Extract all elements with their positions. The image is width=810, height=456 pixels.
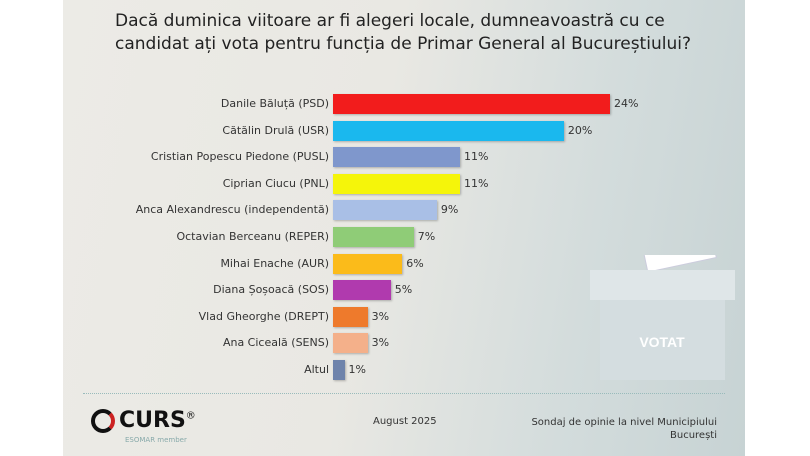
bar bbox=[333, 200, 437, 221]
value-label: 24% bbox=[614, 97, 639, 110]
category-label: Mihai Enache (AUR) bbox=[220, 256, 329, 270]
ballot-box-icon: VOTAT bbox=[590, 255, 735, 380]
category-label: Ana Ciceală (SENS) bbox=[222, 336, 329, 350]
bar bbox=[333, 280, 391, 301]
value-label: 11% bbox=[463, 176, 489, 190]
category-label: Anca Alexandrescu (independentă) bbox=[135, 203, 329, 217]
category-label: Diana Șoșoacă (SOS) bbox=[213, 283, 329, 297]
value-label: 5% bbox=[394, 283, 413, 297]
bar bbox=[333, 306, 368, 327]
value-label: 11% bbox=[463, 150, 489, 164]
category-label: Cristian Popescu Piedone (PUSL) bbox=[150, 150, 329, 164]
bar bbox=[333, 94, 610, 114]
bar bbox=[333, 120, 564, 141]
value-label: 20% bbox=[567, 123, 593, 137]
bar bbox=[333, 253, 403, 274]
esomar-member: ESOMAR member bbox=[125, 436, 187, 444]
category-label: Danile Băluță (PSD) bbox=[220, 97, 329, 110]
value-label: 1% bbox=[348, 363, 366, 376]
category-label: Ciprian Ciucu (PNL) bbox=[222, 176, 329, 190]
value-label: 3% bbox=[371, 309, 390, 323]
slide: Dacă duminica viitoare ar fi alegeri loc… bbox=[63, 0, 745, 456]
bar bbox=[333, 333, 368, 354]
value-label: 3% bbox=[371, 336, 390, 350]
bar bbox=[333, 147, 460, 168]
value-label: 7% bbox=[417, 230, 436, 243]
value-label: 6% bbox=[406, 256, 424, 270]
ballot-box-label: VOTAT bbox=[639, 334, 685, 350]
category-label: Altul bbox=[304, 363, 329, 376]
survey-source: Sondaj de opinie la nivel Municipiului Bu… bbox=[531, 417, 717, 441]
curs-logo: CURS® bbox=[91, 408, 196, 433]
category-label: Octavian Berceanu (REPER) bbox=[176, 230, 329, 243]
value-label: 9% bbox=[440, 203, 459, 217]
bar bbox=[333, 227, 414, 247]
chart-title: Dacă duminica viitoare ar fi alegeri loc… bbox=[115, 11, 691, 54]
category-label: Vlad Gheorghe (DREPT) bbox=[198, 309, 329, 323]
bar bbox=[333, 360, 345, 380]
survey-date: August 2025 bbox=[373, 416, 437, 427]
separator bbox=[83, 393, 725, 394]
category-label: Cătălin Drulă (USR) bbox=[222, 123, 329, 137]
bar bbox=[333, 173, 460, 194]
